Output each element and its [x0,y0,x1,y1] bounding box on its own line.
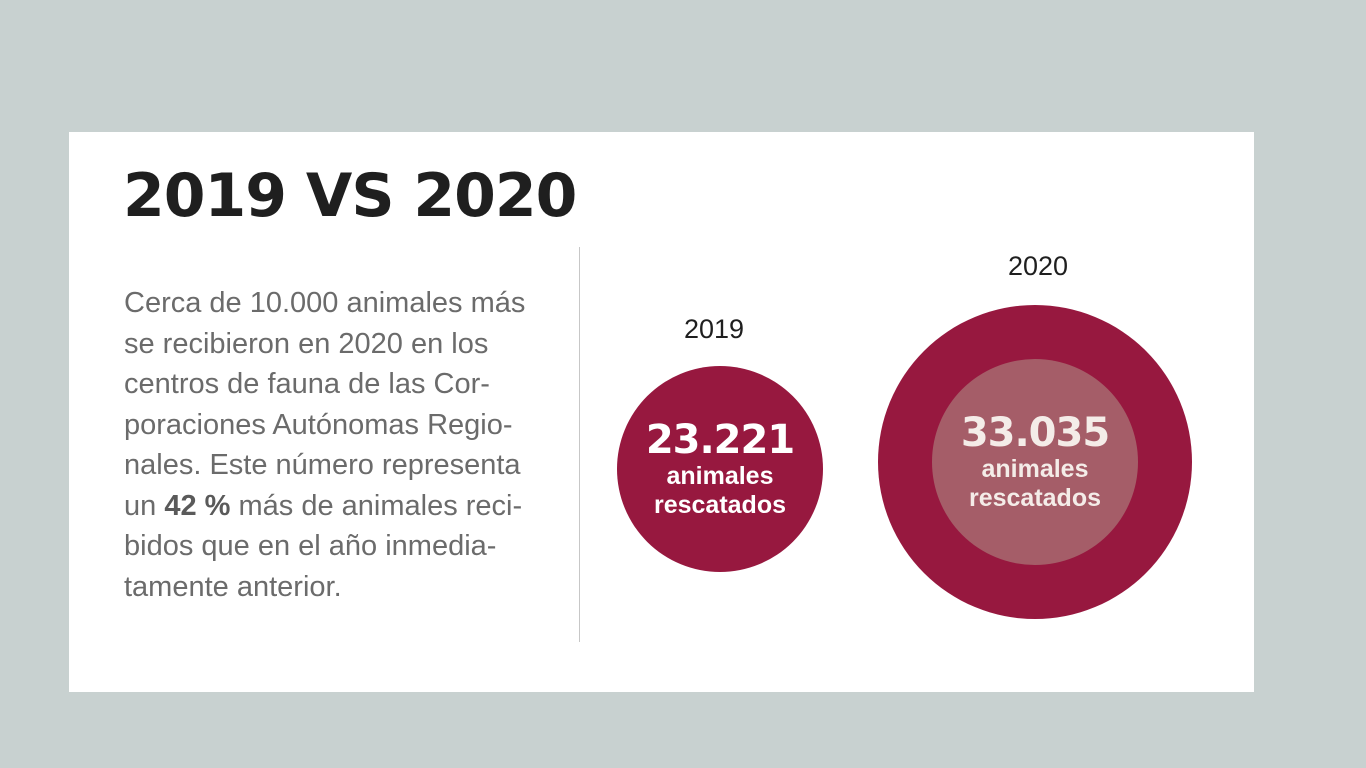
caption-line: animales [666,462,774,490]
count-2020: 33.035 [960,410,1110,456]
description-line: poraciones Autónomas Regio- [124,408,513,441]
description-line: un 42 % más de animales reci- [124,486,556,527]
year-label-2019: 2019 [683,314,745,344]
percentage-highlight: 42 % [164,489,231,522]
caption-line: rescatados [653,491,787,519]
page-title: 2019 VS 2020 [123,161,577,231]
circle-2020-outer: 33.035 animales rescatados [878,305,1192,619]
caption-line: animales [981,455,1089,483]
description-line: se recibieron en 2020 en los [124,327,489,360]
circle-2020-inner: 33.035 animales rescatados [932,359,1138,565]
description-line: Cerca de 10.000 animales más [124,287,526,319]
year-label-2020: 2020 [1007,251,1069,281]
caption-line: rescatados [968,484,1102,512]
count-2019: 23.221 [645,417,795,463]
description-line: bidos que en el año inmedia- [124,530,497,562]
description-line: centros de fauna de las Cor- [124,368,490,400]
vertical-divider [579,247,580,642]
infographic-card: 2019 VS 2020 Cerca de 10.000 animales má… [69,132,1254,692]
description-line: tamente anterior. [124,570,342,603]
description-line: nales. Este número representa [124,449,521,481]
description-text: más de animales reci- [230,489,523,522]
description-text: un [124,489,165,522]
description-paragraph: Cerca de 10.000 animales más se recibier… [124,283,556,607]
circle-2019: 23.221 animales rescatados [617,366,823,572]
